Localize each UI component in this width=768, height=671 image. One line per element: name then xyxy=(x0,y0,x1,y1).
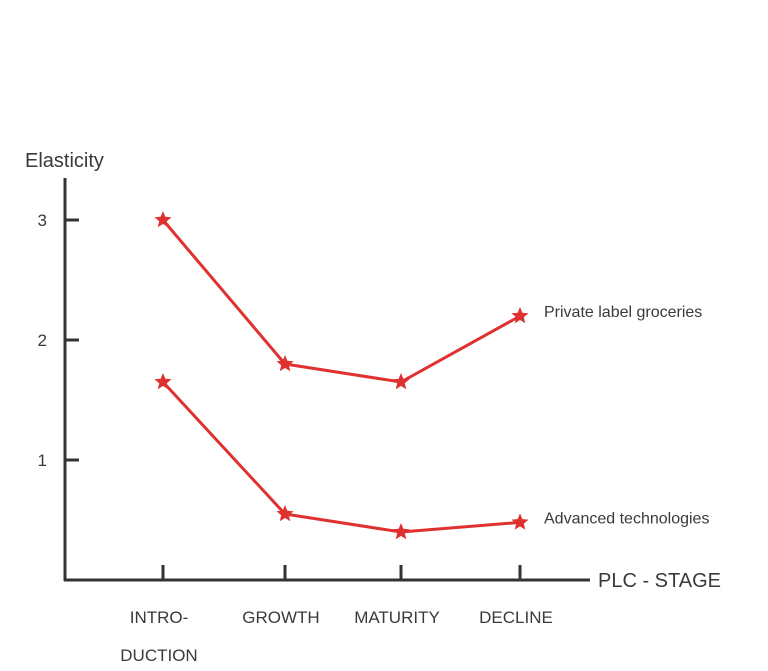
y-tick-label: 3 xyxy=(38,211,47,230)
y-axis-label: Elasticity xyxy=(25,150,104,172)
data-point-star-icon xyxy=(154,211,172,228)
data-point-star-icon xyxy=(392,373,410,390)
x-tick-label: DUCTION xyxy=(120,646,197,665)
x-tick-label: INTRO- xyxy=(130,608,189,627)
x-ticks: INTRO- DUCTION GROWTH MATURITY DECLINE xyxy=(120,565,553,665)
data-point-star-icon xyxy=(276,355,294,372)
data-point-star-icon xyxy=(392,523,410,540)
data-point-star-icon xyxy=(511,513,529,530)
series-1: Advanced technologies xyxy=(154,373,709,540)
data-point-star-icon xyxy=(276,505,294,522)
axes: Elasticity PLC - STAGE xyxy=(25,150,721,592)
series-line xyxy=(161,380,521,534)
series-group: Private label groceries Advanced technolo… xyxy=(154,211,709,540)
series-label: Advanced technologies xyxy=(544,510,709,527)
y-tick-label: 1 xyxy=(38,451,47,470)
x-axis-label: PLC - STAGE xyxy=(598,570,721,592)
series-0: Private label groceries xyxy=(154,211,702,390)
x-tick-label: DECLINE xyxy=(479,608,553,627)
data-point-star-icon xyxy=(154,373,172,390)
y-ticks: 1 2 3 xyxy=(38,211,79,470)
data-point-star-icon xyxy=(511,307,529,324)
series-label: Private label groceries xyxy=(544,304,702,321)
x-tick-label: MATURITY xyxy=(354,608,440,627)
y-tick-label: 2 xyxy=(38,331,47,350)
series-line xyxy=(161,219,521,384)
x-tick-label: GROWTH xyxy=(242,608,319,627)
